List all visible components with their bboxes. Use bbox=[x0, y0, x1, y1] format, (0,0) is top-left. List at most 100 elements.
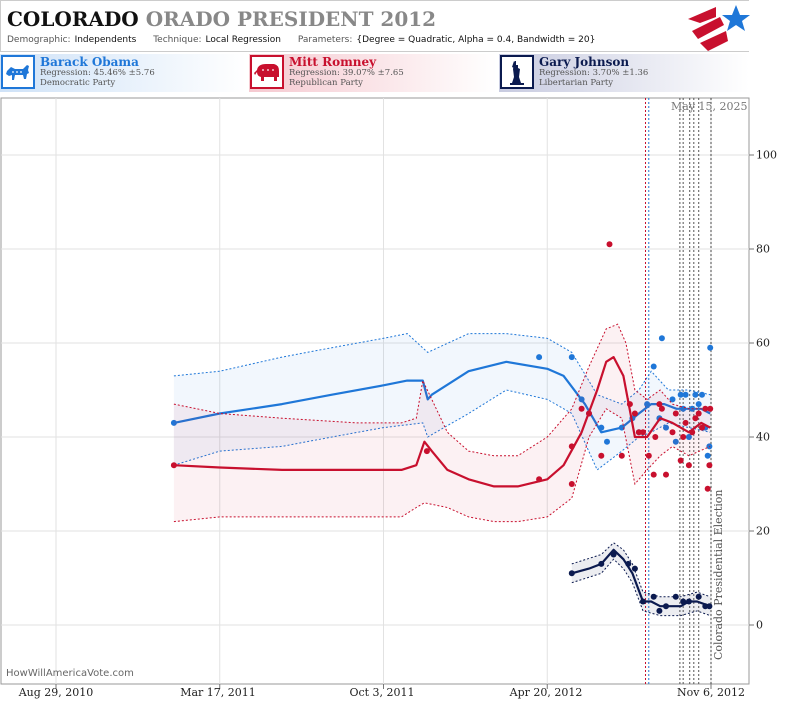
poll-point bbox=[644, 401, 651, 408]
poll-point bbox=[586, 410, 592, 417]
poll-point bbox=[702, 603, 709, 610]
poll-point bbox=[682, 391, 689, 398]
poll-point bbox=[695, 410, 702, 417]
poll-point bbox=[672, 438, 679, 445]
poll-point bbox=[650, 593, 657, 600]
watermark: HowWillAmericaVote.com bbox=[6, 668, 134, 679]
x-tick-label: Mar 17, 2011 bbox=[180, 686, 256, 699]
y-tick-label: 60 bbox=[756, 336, 770, 350]
demographic-label: Demographic: bbox=[7, 35, 71, 45]
parameters-value: {Degree = Quadratic, Alpha = 0.4, Bandwi… bbox=[356, 35, 596, 45]
upper-bound-line bbox=[173, 333, 711, 405]
poll-point bbox=[706, 603, 713, 610]
poll-point bbox=[631, 565, 638, 572]
candidate-party: Democratic Party bbox=[40, 78, 116, 88]
candidate-card-johnson: Gary Johnson Regression: 3.70% ±1.36 Lib… bbox=[499, 54, 749, 92]
poll-point bbox=[699, 391, 705, 398]
candidate-regression: Regression: 39.07% ±7.65 bbox=[289, 68, 404, 78]
poll-point bbox=[707, 344, 714, 351]
poll-point bbox=[625, 560, 632, 567]
poll-point bbox=[536, 354, 543, 361]
poll-point bbox=[658, 405, 665, 412]
poll-point bbox=[704, 485, 711, 492]
page-title: COLORADO ORADO PRESIDENT 2012 bbox=[7, 7, 436, 31]
candidate-card-obama: Barack Obama Regression: 45.46% ±5.76 De… bbox=[0, 54, 247, 92]
technique-value: Local Regression bbox=[205, 35, 281, 45]
poll-point bbox=[669, 396, 676, 403]
date-stamp: May 15, 2025 bbox=[671, 100, 748, 113]
poll-point bbox=[568, 354, 575, 361]
candidate-party: Libertarian Party bbox=[539, 78, 614, 88]
poll-point bbox=[677, 391, 684, 398]
x-tick-label: Aug 29, 2010 bbox=[18, 686, 94, 699]
poll-point bbox=[626, 401, 633, 408]
poll-point bbox=[652, 434, 659, 440]
poll-point bbox=[685, 462, 692, 469]
upper-bound-line bbox=[571, 542, 711, 598]
poll-point bbox=[706, 462, 713, 469]
candidate-card-romney: Mitt Romney Regression: 39.07% ±7.65 Rep… bbox=[249, 54, 497, 92]
candidate-name: Mitt Romney bbox=[289, 55, 377, 69]
x-tick-label: Oct 3, 2011 bbox=[349, 686, 415, 699]
poll-point bbox=[640, 598, 646, 605]
poll-point bbox=[656, 401, 663, 408]
poll-point bbox=[568, 443, 575, 450]
poll-point bbox=[704, 452, 711, 459]
poll-point bbox=[610, 551, 617, 558]
x-tick-label: Apr 20, 2012 bbox=[509, 686, 583, 699]
candidate-legend: Barack Obama Regression: 45.46% ±5.76 De… bbox=[0, 54, 749, 94]
poll-point bbox=[658, 335, 665, 342]
upper-bound-line bbox=[173, 323, 711, 457]
poll-point bbox=[618, 452, 625, 459]
poll-point bbox=[689, 429, 696, 436]
poll-point bbox=[682, 419, 689, 426]
poll-point bbox=[598, 424, 605, 431]
poll-point bbox=[606, 241, 613, 248]
confidence-band bbox=[173, 324, 711, 522]
poll-point bbox=[635, 429, 642, 436]
election-label: Colorado Presidential Election bbox=[712, 489, 725, 661]
poll-point bbox=[618, 424, 625, 431]
poll-point bbox=[640, 429, 646, 436]
poll-chart bbox=[0, 97, 754, 689]
chart-header: COLORADO ORADO PRESIDENT 2012 Demographi… bbox=[0, 0, 750, 52]
y-tick-label: 100 bbox=[756, 148, 777, 162]
title-state: COLORADO bbox=[7, 7, 139, 31]
poll-point bbox=[680, 434, 687, 440]
poll-point bbox=[702, 405, 709, 412]
poll-point bbox=[568, 481, 575, 487]
poll-point bbox=[663, 471, 669, 478]
poll-point bbox=[650, 471, 657, 478]
poll-point bbox=[663, 603, 669, 610]
poll-point bbox=[677, 457, 684, 464]
title-rest: ORADO PRESIDENT 2012 bbox=[145, 7, 437, 31]
parameters-label: Parameters: bbox=[297, 35, 353, 45]
poll-point bbox=[672, 593, 679, 600]
poll-point bbox=[650, 363, 657, 370]
star-logo-icon bbox=[688, 5, 750, 51]
poll-point bbox=[672, 410, 679, 417]
x-tick-label: Nov 6, 2012 bbox=[677, 686, 745, 699]
trend-line bbox=[173, 360, 711, 434]
poll-point bbox=[423, 448, 430, 455]
trend-line bbox=[173, 356, 711, 488]
candidate-regression: Regression: 3.70% ±1.36 bbox=[539, 68, 649, 78]
poll-point bbox=[604, 438, 610, 445]
poll-point bbox=[656, 607, 663, 614]
poll-point bbox=[680, 598, 687, 605]
poll-point bbox=[695, 401, 702, 408]
candidate-name: Barack Obama bbox=[40, 55, 139, 69]
poll-point bbox=[663, 424, 669, 431]
parameters-line: Demographic: Independents Technique: Local… bbox=[7, 35, 609, 45]
candidate-name: Gary Johnson bbox=[539, 55, 630, 69]
y-tick-label: 80 bbox=[756, 242, 770, 256]
y-tick-label: 40 bbox=[756, 430, 770, 444]
y-tick-label: 20 bbox=[756, 524, 770, 538]
plot-frame bbox=[0, 97, 750, 685]
y-tick-label: 0 bbox=[756, 618, 763, 632]
liberty-statue-icon bbox=[500, 55, 534, 89]
elephant-icon bbox=[250, 55, 284, 89]
lower-bound-line bbox=[571, 558, 711, 617]
poll-point bbox=[695, 593, 702, 600]
poll-point bbox=[685, 598, 692, 605]
